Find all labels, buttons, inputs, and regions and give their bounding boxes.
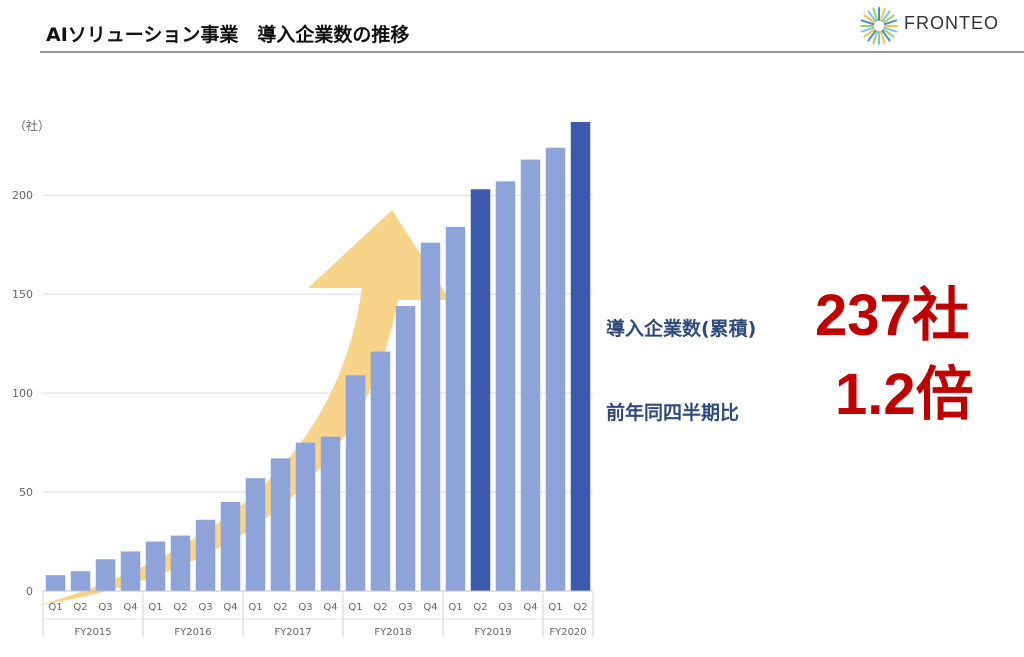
page-title: AIソリューション事業 導入企業数の推移: [46, 24, 410, 46]
cumulative-label: 導入企業数(累積): [606, 318, 757, 340]
x-group-label: FY2016: [174, 627, 211, 638]
y-tick-label: 150: [12, 288, 33, 301]
cumulative-value: 237社: [815, 283, 970, 348]
x-tick-label: Q3: [98, 602, 112, 613]
x-tick-label: Q3: [498, 602, 512, 613]
x-group-label: FY2015: [74, 627, 111, 638]
x-tick-label: Q2: [473, 602, 487, 613]
bar: [495, 181, 516, 591]
bar: [70, 571, 91, 591]
bar: [395, 306, 416, 591]
bar: [95, 559, 116, 591]
bar: [45, 575, 66, 591]
growth-arrow: [40, 210, 450, 605]
y-tick-label: 200: [12, 189, 33, 202]
x-tick-label: Q1: [548, 602, 562, 613]
x-tick-label: Q2: [73, 602, 87, 613]
x-tick-label: Q2: [573, 602, 587, 613]
x-tick-label: Q4: [223, 602, 237, 613]
bar: [370, 351, 391, 591]
bar: [220, 501, 241, 591]
fronteo-logo: FRONTEO: [858, 5, 1024, 47]
x-group-label: FY2020: [549, 627, 586, 638]
bar: [520, 159, 541, 591]
x-tick-label: Q1: [448, 602, 462, 613]
bar: [245, 478, 266, 591]
bar: [320, 436, 341, 591]
bar: [270, 458, 291, 591]
yoy-value: 1.2倍: [835, 362, 974, 427]
x-tick-label: Q4: [423, 602, 437, 613]
x-tick-label: Q3: [398, 602, 412, 613]
y-axis-unit: （社）: [14, 118, 50, 133]
y-tick-label: 0: [26, 585, 33, 598]
x-tick-label: Q1: [248, 602, 262, 613]
x-tick-label: Q2: [373, 602, 387, 613]
bar: [420, 242, 441, 591]
x-tick-label: Q3: [198, 602, 212, 613]
y-tick-label: 50: [19, 486, 33, 499]
bar: [345, 375, 366, 591]
bar: [570, 122, 591, 591]
bar: [170, 535, 191, 591]
x-tick-label: Q3: [298, 602, 312, 613]
x-tick-label: Q2: [273, 602, 287, 613]
x-group-label: FY2019: [474, 627, 511, 638]
x-group-label: FY2018: [374, 627, 411, 638]
sunburst-logo-icon: [860, 7, 898, 45]
bar: [195, 519, 216, 591]
x-tick-label: Q4: [323, 602, 337, 613]
bar: [295, 442, 316, 591]
bar: [470, 189, 491, 591]
bar: [545, 147, 566, 591]
bar: [120, 551, 141, 591]
y-tick-label: 100: [12, 387, 33, 400]
bar: [445, 226, 466, 591]
x-tick-label: Q4: [523, 602, 537, 613]
bar-chart: （社） 0 50 100 150 200 Q1 Q2 Q3 Q4 Q1 Q2 Q3 Q4 Q1 Q2 Q3 Q4 Q…: [12, 118, 594, 638]
x-tick-label: Q1: [48, 602, 62, 613]
yoy-label: 前年同四半期比: [606, 402, 740, 424]
title-divider: [40, 51, 1024, 53]
x-tick-label: Q4: [123, 602, 137, 613]
bar: [145, 541, 166, 591]
x-group-label: FY2017: [274, 627, 311, 638]
x-tick-label: Q2: [173, 602, 187, 613]
x-tick-label: Q1: [348, 602, 362, 613]
x-tick-label: Q1: [148, 602, 162, 613]
logo-text: FRONTEO: [904, 13, 999, 33]
